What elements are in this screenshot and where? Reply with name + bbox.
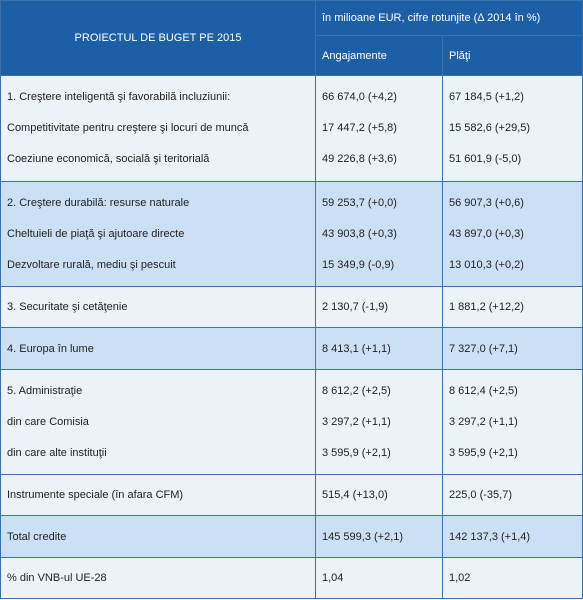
commitments-value: 3 595,9 (+2,1) <box>315 437 443 476</box>
payments-value: 15 582,6 (+29,5) <box>442 112 583 144</box>
payments-value: 67 184,5 (+1,2) <box>442 74 583 113</box>
payments-value: 56 907,3 (+0,6) <box>442 180 583 219</box>
row-label: 4. Europa în lume <box>0 327 316 370</box>
payments-value: 7 327,0 (+7,1) <box>442 327 583 370</box>
table-row: 4. Europa în lume 8 413,1 (+1,1) 7 327,0 (… <box>0 327 583 370</box>
row-label: % din VNB-ul UE-28 <box>0 556 316 600</box>
commitments-value: 1,04 <box>315 556 443 600</box>
commitments-value: 145 599,3 (+2,1) <box>315 515 443 558</box>
row-label: Competitivitate pentru creştere şi locur… <box>0 112 316 144</box>
table-row: Coeziune economică, socială şi teritoria… <box>0 143 583 182</box>
column-header-payments: Plăţi <box>442 35 583 76</box>
payments-value: 3 297,2 (+1,1) <box>442 406 583 438</box>
table-row: Dezvoltare rurală, mediu şi pescuit 15 34… <box>0 249 583 288</box>
payments-value: 43 897,0 (+0,3) <box>442 218 583 250</box>
row-label: Total credite <box>0 515 316 558</box>
row-label: Dezvoltare rurală, mediu şi pescuit <box>0 249 316 288</box>
commitments-value: 49 226,8 (+3,6) <box>315 143 443 182</box>
row-label: 1. Creştere inteligentă şi favorabilă in… <box>0 74 316 113</box>
row-label: 2. Creştere durabilă: resurse naturale <box>0 180 316 219</box>
commitments-value: 515,4 (+13,0) <box>315 474 443 517</box>
table-row: % din VNB-ul UE-28 1,04 1,02 <box>0 556 583 600</box>
payments-value: 3 595,9 (+2,1) <box>442 437 583 476</box>
payments-value: 1 881,2 (+12,2) <box>442 286 583 329</box>
commitments-value: 8 612,2 (+2,5) <box>315 368 443 407</box>
commitments-value: 66 674,0 (+4,2) <box>315 74 443 113</box>
row-label: din care alte instituţii <box>0 437 316 476</box>
commitments-value: 43 903,8 (+0,3) <box>315 218 443 250</box>
commitments-value: 3 297,2 (+1,1) <box>315 406 443 438</box>
commitments-value: 8 413,1 (+1,1) <box>315 327 443 370</box>
table-body: 1. Creştere inteligentă şi favorabilă in… <box>0 74 583 600</box>
table-row: Total credite 145 599,3 (+2,1) 142 137,3 (… <box>0 515 583 558</box>
payments-value: 8 612,4 (+2,5) <box>442 368 583 407</box>
row-label: 5. Administraţie <box>0 368 316 407</box>
payments-value: 51 601,9 (-5,0) <box>442 143 583 182</box>
payments-value: 13 010,3 (+0,2) <box>442 249 583 288</box>
row-label: din care Comisia <box>0 406 316 438</box>
commitments-value: 17 447,2 (+5,8) <box>315 112 443 144</box>
table-row: Cheltuieli de piaţă şi ajutoare directe 4… <box>0 218 583 250</box>
table-row: 5. Administraţie 8 612,2 (+2,5) 8 612,4 (+… <box>0 368 583 407</box>
column-header-commitments: Angajamente <box>315 35 443 76</box>
table-row: din care Comisia 3 297,2 (+1,1) 3 297,2 (+… <box>0 406 583 438</box>
table-row: 1. Creştere inteligentă şi favorabilă in… <box>0 74 583 113</box>
row-label: 3. Securitate şi cetăţenie <box>0 286 316 329</box>
table-row: Instrumente speciale (în afara CFM) 515,4… <box>0 474 583 517</box>
table-title: PROIECTUL DE BUGET PE 2015 <box>0 0 316 76</box>
commitments-value: 15 349,9 (-0,9) <box>315 249 443 288</box>
row-label: Cheltuieli de piaţă şi ajutoare directe <box>0 218 316 250</box>
payments-value: 1,02 <box>442 556 583 600</box>
table-row: 2. Creştere durabilă: resurse naturale 59… <box>0 180 583 219</box>
row-label: Coeziune economică, socială şi teritoria… <box>0 143 316 182</box>
row-label: Instrumente speciale (în afara CFM) <box>0 474 316 517</box>
commitments-value: 2 130,7 (-1,9) <box>315 286 443 329</box>
payments-value: 142 137,3 (+1,4) <box>442 515 583 558</box>
payments-value: 225,0 (-35,7) <box>442 474 583 517</box>
commitments-value: 59 253,7 (+0,0) <box>315 180 443 219</box>
table-row: din care alte instituţii 3 595,9 (+2,1) 3 … <box>0 437 583 476</box>
table-row: 3. Securitate şi cetăţenie 2 130,7 (-1,9)… <box>0 286 583 329</box>
table-row: Competitivitate pentru creştere şi locur… <box>0 112 583 144</box>
unit-note: în milioane EUR, cifre rotunjite (Δ 2014… <box>315 0 583 36</box>
